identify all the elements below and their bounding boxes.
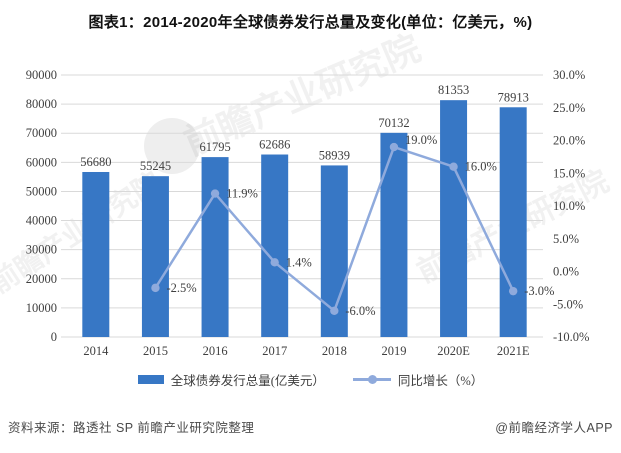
- bar: [82, 171, 110, 337]
- line-marker-icon: [367, 375, 377, 384]
- legend-label-yoy-growth: 同比增长（%）: [397, 374, 484, 388]
- x-axis-label: 2014: [83, 344, 109, 358]
- bar-value-label: 61795: [199, 140, 230, 154]
- growth-value-label: -2.5%: [166, 281, 196, 295]
- brand-note: @前瞻经济学人APP: [495, 421, 613, 435]
- left-axis-tick-label: 20000: [26, 272, 57, 286]
- bar: [440, 100, 468, 337]
- left-axis-tick-label: 30000: [26, 243, 57, 257]
- bar-value-label: 78913: [498, 90, 529, 104]
- growth-value-label: 19.0%: [405, 133, 437, 147]
- footer: 资料来源：路透社 SP 前瞻产业研究院整理 @前瞻经济学人APP: [8, 417, 613, 436]
- right-axis-tick-label: 30.0%: [553, 68, 585, 82]
- growth-point: [270, 258, 279, 267]
- bar: [380, 132, 408, 337]
- right-axis-tick-label: 20.0%: [553, 134, 585, 148]
- x-axis-label: 2015: [143, 344, 168, 358]
- x-axis-label: 2020E: [437, 344, 470, 358]
- right-axis-tick-label: 5.0%: [553, 232, 579, 246]
- growth-value-label: -3.0%: [524, 284, 554, 298]
- growth-point: [389, 142, 399, 152]
- right-axis-tick-label: -10.0%: [553, 330, 589, 344]
- left-axis-tick-label: 50000: [26, 184, 57, 198]
- legend-label-total-issuance: 全球债券发行总量(亿美元）: [170, 374, 325, 388]
- bar-value-label: 56680: [80, 155, 111, 169]
- bar: [141, 176, 169, 337]
- legend-item-total-issuance: 全球债券发行总量(亿美元）: [137, 370, 325, 389]
- x-axis-label: 2021E: [497, 344, 530, 358]
- bar-value-label: 62686: [259, 138, 290, 152]
- x-axis-label: 2017: [262, 344, 287, 358]
- chart-legend: 全球债券发行总量(亿美元） 同比增长（%）: [0, 370, 621, 389]
- growth-point: [210, 189, 220, 198]
- bar-value-label: 58939: [319, 148, 350, 162]
- left-axis-tick-label: 90000: [26, 68, 57, 82]
- growth-point: [151, 283, 160, 293]
- left-axis-tick-label: 80000: [26, 97, 57, 111]
- left-axis-tick-label: 70000: [26, 126, 57, 140]
- growth-point: [508, 286, 518, 296]
- bar: [261, 154, 289, 337]
- growth-point: [449, 162, 458, 171]
- chart-title: 图表1：2014-2020年全球债券发行总量及变化(单位：亿美元，%): [88, 14, 533, 31]
- line-series-swatch-icon: [352, 375, 391, 384]
- bar-value-label: 81353: [438, 83, 469, 97]
- x-axis-label: 2016: [203, 344, 228, 358]
- bar-value-label: 70132: [378, 116, 409, 130]
- growth-value-label: 1.4%: [286, 255, 312, 269]
- right-axis-tick-label: 10.0%: [553, 199, 585, 213]
- right-axis-tick-label: 25.0%: [553, 101, 585, 115]
- growth-point: [330, 306, 339, 315]
- right-axis-tick-label: 0.0%: [553, 265, 579, 279]
- bar: [201, 157, 229, 337]
- growth-value-label: -6.0%: [345, 304, 375, 318]
- x-axis-label: 2018: [322, 344, 347, 358]
- left-axis-tick-label: 60000: [26, 155, 57, 169]
- legend-item-yoy-growth: 同比增长（%）: [352, 370, 484, 389]
- left-axis-tick-label: 0: [51, 330, 57, 344]
- growth-value-label: 11.9%: [226, 187, 258, 201]
- bar: [499, 107, 527, 338]
- left-axis-tick-label: 10000: [26, 301, 57, 315]
- right-axis-tick-label: 15.0%: [553, 166, 585, 180]
- source-note: 资料来源：路透社 SP 前瞻产业研究院整理: [8, 421, 255, 435]
- right-axis-tick-label: -5.0%: [553, 297, 583, 311]
- growth-value-label: 16.0%: [465, 160, 497, 174]
- bar-series-swatch-icon: [137, 375, 164, 384]
- x-axis-label: 2019: [381, 344, 406, 358]
- bar-value-label: 55245: [140, 159, 171, 173]
- left-axis-tick-label: 40000: [26, 214, 57, 228]
